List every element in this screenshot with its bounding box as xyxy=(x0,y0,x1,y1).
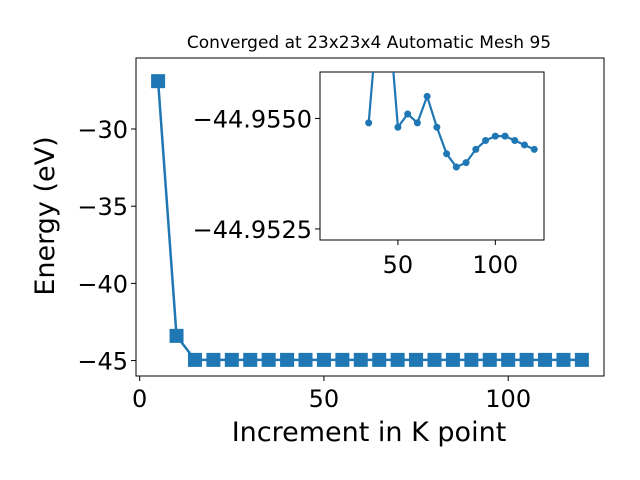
main-frame xyxy=(135,57,605,377)
inset-background xyxy=(320,72,544,240)
inset-data-point xyxy=(511,137,519,145)
main-y-tick-label: −30 xyxy=(77,116,128,144)
main-series xyxy=(151,74,589,367)
main-data-point xyxy=(261,352,276,367)
main-data-point xyxy=(482,352,497,367)
main-data-point xyxy=(574,352,589,367)
inset-x-tick-label: 50 xyxy=(383,251,414,279)
inset-y-tick-label: −44.9525 xyxy=(193,216,312,244)
main-data-point xyxy=(390,352,405,367)
inset-data-point xyxy=(423,92,431,100)
main-data-point xyxy=(519,352,534,367)
inset-data-point xyxy=(385,4,392,11)
inset-plot: 50 100 −44.9550 −44.9525 xyxy=(193,4,545,279)
main-data-point xyxy=(409,352,424,367)
main-data-point xyxy=(464,352,479,367)
main-y-tick-label: −35 xyxy=(77,193,128,221)
inset-data-point xyxy=(394,123,402,131)
inset-y-tick-label: −44.9550 xyxy=(193,105,312,133)
inset-data-point xyxy=(452,163,460,171)
inset-data-point xyxy=(443,150,451,158)
inset-data-point xyxy=(482,137,490,145)
main-data-point xyxy=(298,352,313,367)
main-x-tick-label: 100 xyxy=(485,385,531,413)
inset-x-tick-label: 100 xyxy=(472,251,518,279)
inset-data-point xyxy=(491,132,499,140)
main-data-point xyxy=(372,352,387,367)
main-data-point xyxy=(151,74,166,89)
main-data-point xyxy=(206,352,221,367)
main-data-point xyxy=(187,352,202,367)
main-data-point xyxy=(556,352,571,367)
main-data-point xyxy=(280,352,295,367)
inset-data-point xyxy=(472,145,480,153)
main-data-point xyxy=(169,328,184,343)
main-y-tick-label: −40 xyxy=(77,270,128,298)
inset-data-point xyxy=(521,141,529,149)
main-data-point xyxy=(353,352,368,367)
main-data-point xyxy=(316,352,331,367)
main-data-point xyxy=(427,352,442,367)
main-y-tick-label: −45 xyxy=(77,348,128,376)
main-data-point xyxy=(501,352,516,367)
inset-data-point xyxy=(530,145,538,153)
main-data-point xyxy=(445,352,460,367)
main-plot: 0 50 100 −30 −35 −40 −45 xyxy=(77,57,605,413)
main-data-point xyxy=(335,352,350,367)
main-data-point xyxy=(224,352,239,367)
inset-data-point xyxy=(433,123,441,131)
inset-data-point xyxy=(365,119,373,127)
main-data-point xyxy=(538,352,553,367)
chart-title: Converged at 23x23x4 Automatic Mesh 95 xyxy=(187,33,551,53)
inset-series xyxy=(365,4,538,171)
x-axis-label: Increment in K point xyxy=(232,417,507,448)
inset-data-point xyxy=(375,4,382,11)
inset-frame xyxy=(319,71,545,241)
inset-data-point xyxy=(501,132,509,140)
main-x-tick-label: 50 xyxy=(309,385,340,413)
y-axis-label: Energy (eV) xyxy=(30,136,61,295)
main-data-point xyxy=(243,352,258,367)
main-x-tick-label: 0 xyxy=(132,385,147,413)
inset-data-point xyxy=(404,110,412,118)
inset-data-point xyxy=(462,159,470,167)
inset-data-point xyxy=(413,119,421,127)
